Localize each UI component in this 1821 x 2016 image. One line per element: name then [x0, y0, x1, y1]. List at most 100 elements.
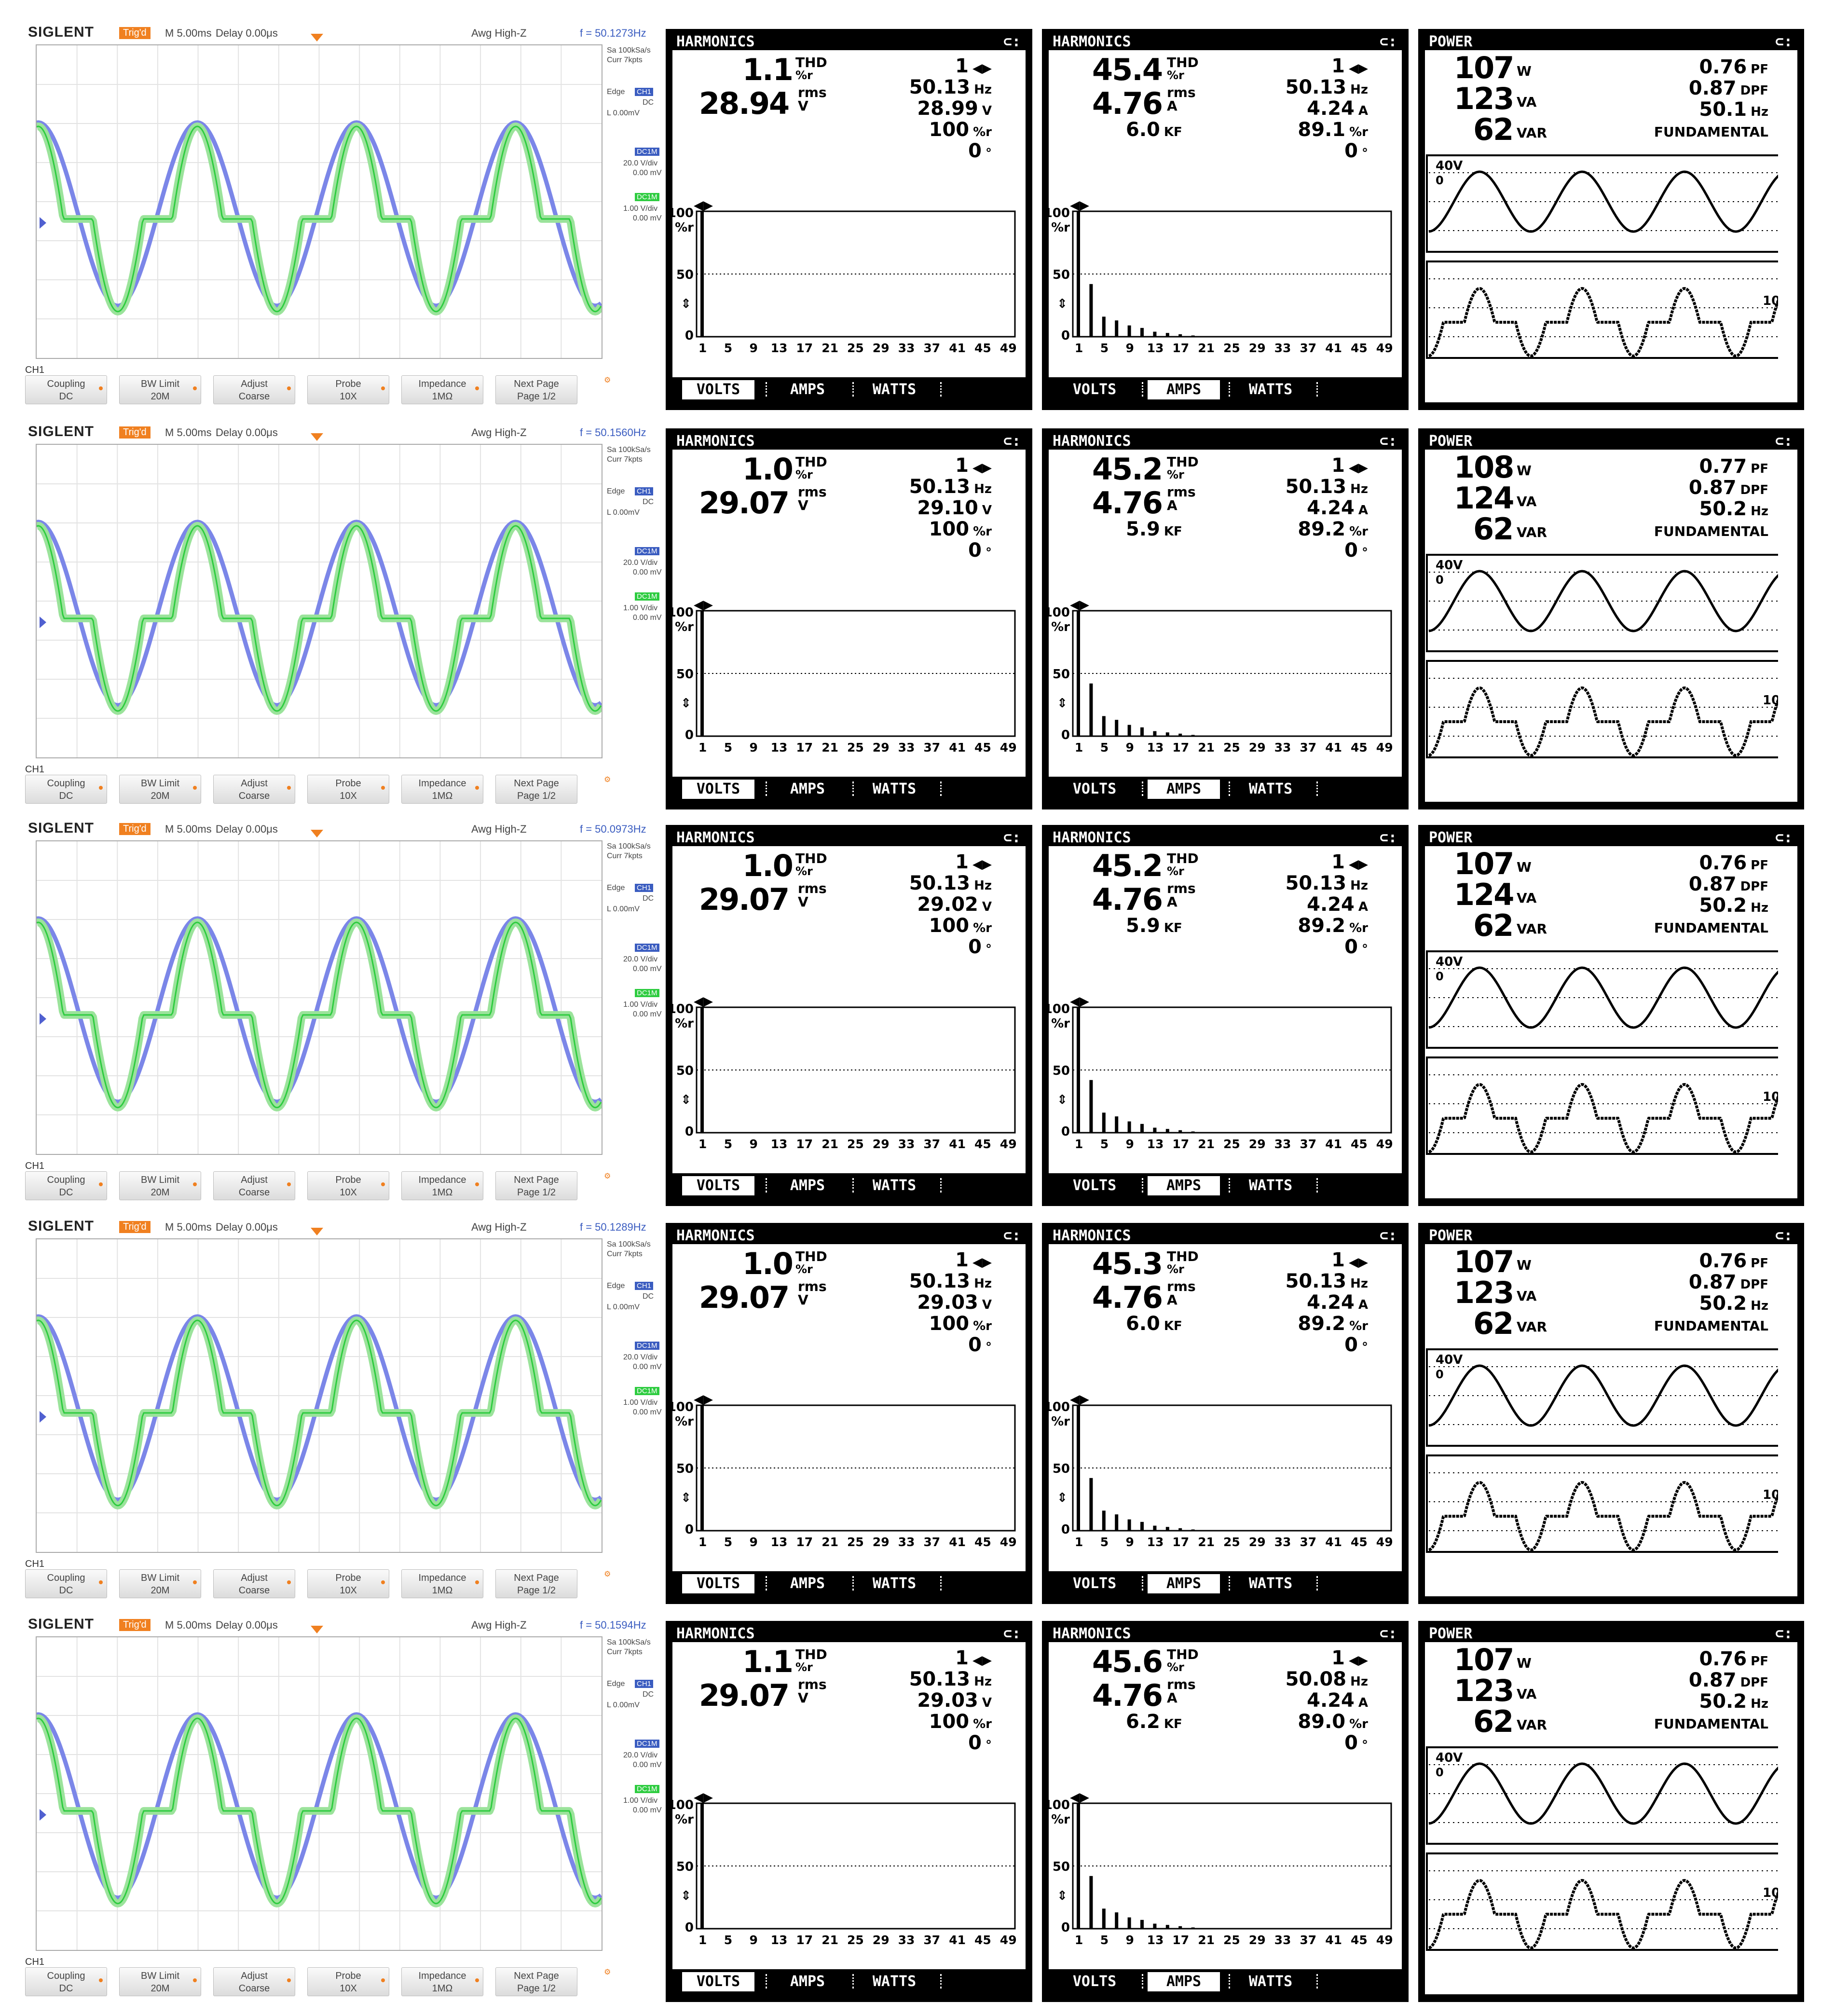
tab-amps[interactable]: AMPS [1148, 1574, 1220, 1593]
ch1-badge[interactable]: DC1M [635, 1740, 659, 1748]
softkey-button[interactable]: BW Limit 20M [119, 1967, 201, 1996]
ch1-level-marker-icon[interactable] [40, 1809, 46, 1821]
softkey-button[interactable]: Impedance 1MΩ [401, 1967, 483, 1996]
softkey-button[interactable]: Adjust Coarse [213, 1171, 295, 1200]
trigger-position-icon[interactable] [311, 830, 323, 837]
softkey-button[interactable]: Probe 10X [307, 1171, 389, 1200]
tab-volts[interactable]: VOLTS [682, 1574, 754, 1593]
tab-watts[interactable]: WATTS [1248, 381, 1293, 398]
trigger-position-icon[interactable] [311, 1228, 323, 1235]
order-arrows-icon[interactable]: ◀▶ [972, 461, 992, 475]
softkey-button[interactable]: BW Limit 20M [119, 1569, 201, 1598]
tab-amps[interactable]: AMPS [790, 381, 825, 398]
softkey-button[interactable]: Next Page Page 1/2 [495, 1171, 577, 1200]
ch2-badge[interactable]: DC1M [635, 193, 659, 201]
timebase[interactable]: M 5.00ms [165, 426, 212, 439]
softkey-button[interactable]: Impedance 1MΩ [401, 775, 483, 804]
tab-volts[interactable]: VOLTS [1072, 381, 1117, 398]
trigger-delay[interactable]: Delay 0.00μs [216, 823, 278, 835]
trigger-delay[interactable]: Delay 0.00μs [216, 1221, 278, 1233]
timebase[interactable]: M 5.00ms [165, 1221, 212, 1233]
softkey-button[interactable]: Coupling DC [25, 775, 107, 804]
tab-volts[interactable]: VOLTS [1072, 781, 1117, 797]
tab-watts[interactable]: WATTS [872, 381, 917, 398]
tab-watts[interactable]: WATTS [872, 1575, 917, 1592]
ch1-level-marker-icon[interactable] [40, 617, 46, 628]
softkey-button[interactable]: BW Limit 20M [119, 1171, 201, 1200]
softkey-button[interactable]: Next Page Page 1/2 [495, 1967, 577, 1996]
ch1-badge[interactable]: DC1M [635, 547, 659, 555]
tab-watts[interactable]: WATTS [872, 1973, 917, 1990]
scroll-arrows-icon[interactable]: ⇕ [1057, 696, 1068, 711]
order-arrows-icon[interactable]: ◀▶ [972, 1255, 992, 1270]
tab-amps[interactable]: AMPS [1148, 1176, 1220, 1195]
cursor-arrows-icon[interactable]: ◀▶ [694, 1392, 713, 1407]
tab-volts[interactable]: VOLTS [682, 380, 754, 399]
scroll-arrows-icon[interactable]: ⇕ [681, 696, 691, 711]
cursor-arrows-icon[interactable]: ◀▶ [1070, 1790, 1089, 1805]
softkey-button[interactable]: Adjust Coarse [213, 1569, 295, 1598]
ch1-badge[interactable]: DC1M [635, 148, 659, 156]
tab-watts[interactable]: WATTS [1248, 1177, 1293, 1194]
order-arrows-icon[interactable]: ◀▶ [972, 1653, 992, 1668]
softkey-button[interactable]: Next Page Page 1/2 [495, 775, 577, 804]
ch1-badge[interactable]: DC1M [635, 944, 659, 952]
scroll-arrows-icon[interactable]: ⇕ [1057, 297, 1068, 311]
tab-volts[interactable]: VOLTS [1072, 1575, 1117, 1592]
tab-watts[interactable]: WATTS [872, 1177, 917, 1194]
scroll-arrows-icon[interactable]: ⇕ [1057, 1093, 1068, 1107]
ch1-badge[interactable]: DC1M [635, 1342, 659, 1350]
softkey-button[interactable]: Probe 10X [307, 775, 389, 804]
scroll-arrows-icon[interactable]: ⇕ [681, 297, 691, 311]
order-arrows-icon[interactable]: ◀▶ [972, 857, 992, 872]
trigger-position-icon[interactable] [311, 433, 323, 441]
tab-watts[interactable]: WATTS [1248, 1575, 1293, 1592]
softkey-button[interactable]: Coupling DC [25, 1967, 107, 1996]
trigger-delay[interactable]: Delay 0.00μs [216, 27, 278, 39]
softkey-button[interactable]: BW Limit 20M [119, 375, 201, 404]
softkey-button[interactable]: Probe 10X [307, 1569, 389, 1598]
tab-amps[interactable]: AMPS [1148, 380, 1220, 399]
scroll-arrows-icon[interactable]: ⇕ [681, 1889, 691, 1903]
softkey-button[interactable]: Next Page Page 1/2 [495, 375, 577, 404]
tab-watts[interactable]: WATTS [872, 781, 917, 797]
softkey-button[interactable]: BW Limit 20M [119, 775, 201, 804]
softkey-button[interactable]: Impedance 1MΩ [401, 375, 483, 404]
order-arrows-icon[interactable]: ◀▶ [1349, 1255, 1368, 1270]
softkey-button[interactable]: Coupling DC [25, 375, 107, 404]
ch1-level-marker-icon[interactable] [40, 1411, 46, 1423]
cursor-arrows-icon[interactable]: ◀▶ [694, 994, 713, 1009]
tab-amps[interactable]: AMPS [790, 781, 825, 797]
order-arrows-icon[interactable]: ◀▶ [972, 61, 992, 76]
scroll-arrows-icon[interactable]: ⇕ [1057, 1491, 1068, 1505]
tab-amps[interactable]: AMPS [790, 1973, 825, 1990]
softkey-button[interactable]: Adjust Coarse [213, 1967, 295, 1996]
scroll-arrows-icon[interactable]: ⇕ [681, 1093, 691, 1107]
timebase[interactable]: M 5.00ms [165, 27, 212, 39]
softkey-button[interactable]: Next Page Page 1/2 [495, 1569, 577, 1598]
tab-amps[interactable]: AMPS [1148, 780, 1220, 799]
softkey-button[interactable]: Probe 10X [307, 1967, 389, 1996]
timebase[interactable]: M 5.00ms [165, 823, 212, 835]
scroll-arrows-icon[interactable]: ⇕ [681, 1491, 691, 1505]
ch1-level-marker-icon[interactable] [40, 217, 46, 229]
softkey-button[interactable]: Probe 10X [307, 375, 389, 404]
trigger-delay[interactable]: Delay 0.00μs [216, 426, 278, 439]
order-arrows-icon[interactable]: ◀▶ [1349, 61, 1368, 76]
order-arrows-icon[interactable]: ◀▶ [1349, 857, 1368, 872]
cursor-arrows-icon[interactable]: ◀▶ [694, 598, 713, 612]
ch1-level-marker-icon[interactable] [40, 1013, 46, 1025]
tab-volts[interactable]: VOLTS [682, 1176, 754, 1195]
tab-watts[interactable]: WATTS [1248, 1973, 1293, 1990]
softkey-button[interactable]: Coupling DC [25, 1171, 107, 1200]
order-arrows-icon[interactable]: ◀▶ [1349, 461, 1368, 475]
softkey-button[interactable]: Adjust Coarse [213, 375, 295, 404]
cursor-arrows-icon[interactable]: ◀▶ [1070, 994, 1089, 1009]
tab-volts[interactable]: VOLTS [1072, 1177, 1117, 1194]
softkey-button[interactable]: Impedance 1MΩ [401, 1171, 483, 1200]
tab-volts[interactable]: VOLTS [1072, 1973, 1117, 1990]
cursor-arrows-icon[interactable]: ◀▶ [694, 198, 713, 213]
cursor-arrows-icon[interactable]: ◀▶ [694, 1790, 713, 1805]
scroll-arrows-icon[interactable]: ⇕ [1057, 1889, 1068, 1903]
ch2-badge[interactable]: DC1M [635, 989, 659, 997]
